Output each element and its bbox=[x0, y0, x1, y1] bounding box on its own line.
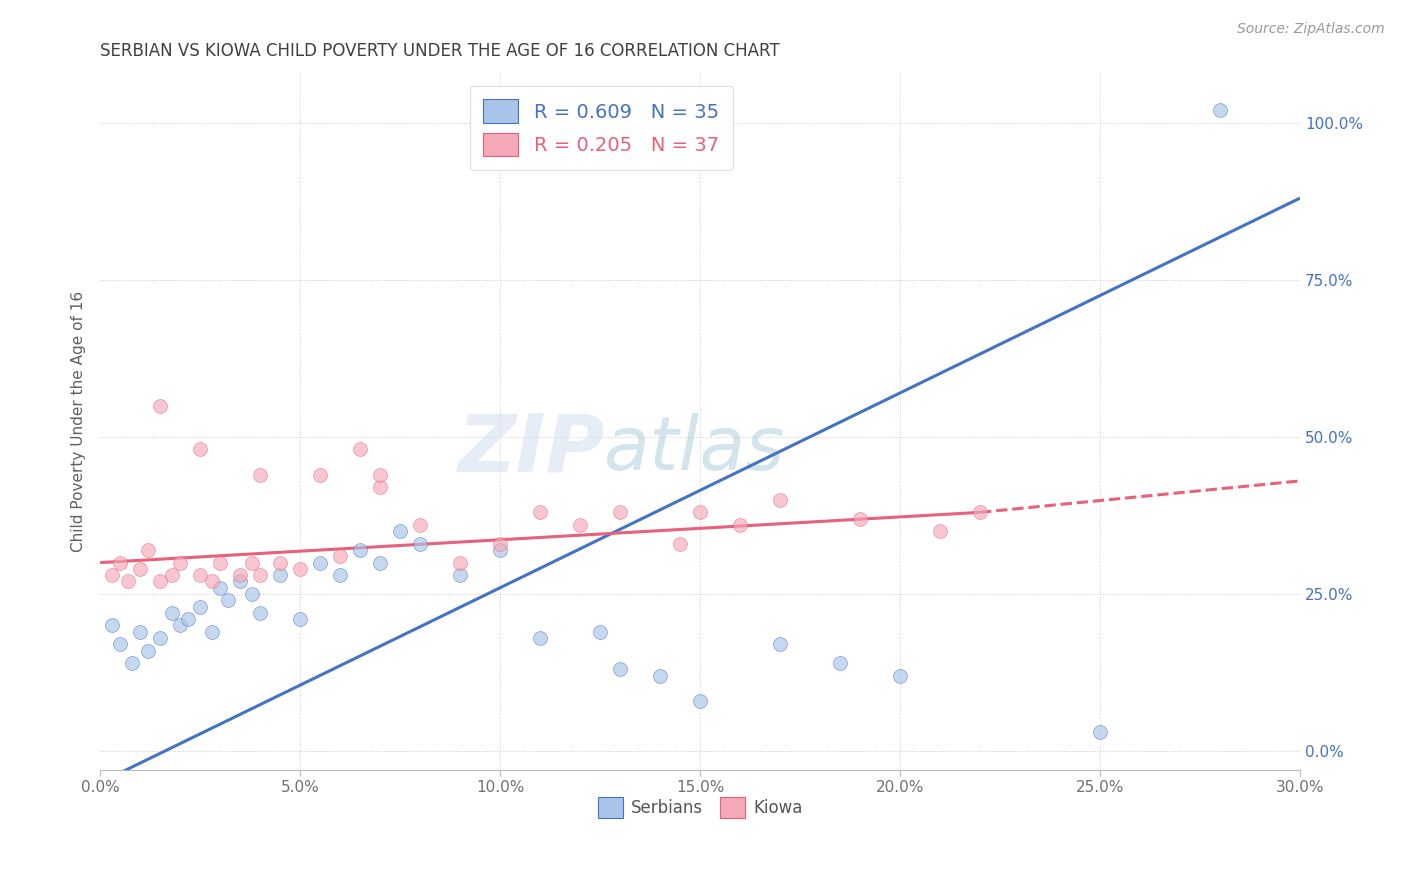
Point bbox=[101, 618, 124, 632]
Point bbox=[177, 612, 200, 626]
Point bbox=[108, 556, 131, 570]
Point bbox=[449, 568, 471, 582]
Point bbox=[329, 549, 352, 564]
Point bbox=[209, 556, 232, 570]
Point bbox=[240, 587, 263, 601]
Point bbox=[129, 562, 152, 576]
Point bbox=[489, 543, 512, 558]
Point bbox=[249, 568, 271, 582]
Point bbox=[828, 656, 851, 670]
Point bbox=[149, 631, 172, 645]
Point bbox=[160, 568, 183, 582]
Point bbox=[229, 568, 252, 582]
Text: atlas: atlas bbox=[605, 413, 786, 485]
Point bbox=[389, 524, 412, 539]
Point bbox=[889, 669, 911, 683]
Text: SERBIAN VS KIOWA CHILD POVERTY UNDER THE AGE OF 16 CORRELATION CHART: SERBIAN VS KIOWA CHILD POVERTY UNDER THE… bbox=[100, 42, 780, 60]
Point bbox=[689, 505, 711, 519]
Point bbox=[769, 637, 792, 651]
Text: ZIP: ZIP bbox=[457, 410, 605, 488]
Point bbox=[349, 543, 371, 558]
Point bbox=[368, 480, 391, 494]
Point bbox=[108, 637, 131, 651]
Point bbox=[529, 505, 551, 519]
Point bbox=[309, 467, 332, 482]
Y-axis label: Child Poverty Under the Age of 16: Child Poverty Under the Age of 16 bbox=[72, 291, 86, 552]
Point bbox=[136, 643, 159, 657]
Point bbox=[117, 574, 139, 589]
Point bbox=[269, 568, 291, 582]
Point bbox=[229, 574, 252, 589]
Point bbox=[188, 599, 211, 614]
Point bbox=[449, 556, 471, 570]
Point bbox=[269, 556, 291, 570]
Point bbox=[1209, 103, 1232, 117]
Point bbox=[769, 492, 792, 507]
Point bbox=[409, 537, 432, 551]
Point bbox=[160, 606, 183, 620]
Point bbox=[101, 568, 124, 582]
Point bbox=[529, 631, 551, 645]
Point bbox=[240, 556, 263, 570]
Point bbox=[201, 574, 224, 589]
Point bbox=[929, 524, 952, 539]
Point bbox=[409, 517, 432, 532]
Point bbox=[648, 669, 671, 683]
Point bbox=[169, 556, 191, 570]
Point bbox=[201, 624, 224, 639]
Point bbox=[349, 442, 371, 457]
Point bbox=[249, 606, 271, 620]
Point bbox=[136, 543, 159, 558]
Point bbox=[969, 505, 991, 519]
Point bbox=[188, 568, 211, 582]
Point bbox=[569, 517, 592, 532]
Point bbox=[217, 593, 239, 607]
Point bbox=[149, 399, 172, 413]
Point bbox=[169, 618, 191, 632]
Point bbox=[589, 624, 612, 639]
Point bbox=[489, 537, 512, 551]
Point bbox=[129, 624, 152, 639]
Point bbox=[121, 656, 143, 670]
Point bbox=[309, 556, 332, 570]
Point bbox=[288, 562, 311, 576]
Point bbox=[368, 556, 391, 570]
Point bbox=[1088, 725, 1111, 739]
Legend: Serbians, Kiowa: Serbians, Kiowa bbox=[591, 791, 810, 824]
Point bbox=[609, 663, 631, 677]
Point bbox=[329, 568, 352, 582]
Point bbox=[288, 612, 311, 626]
Point bbox=[609, 505, 631, 519]
Text: Source: ZipAtlas.com: Source: ZipAtlas.com bbox=[1237, 22, 1385, 37]
Point bbox=[209, 581, 232, 595]
Point bbox=[249, 467, 271, 482]
Point bbox=[849, 511, 872, 525]
Point bbox=[689, 694, 711, 708]
Point bbox=[669, 537, 692, 551]
Point bbox=[149, 574, 172, 589]
Point bbox=[188, 442, 211, 457]
Point bbox=[728, 517, 751, 532]
Point bbox=[368, 467, 391, 482]
